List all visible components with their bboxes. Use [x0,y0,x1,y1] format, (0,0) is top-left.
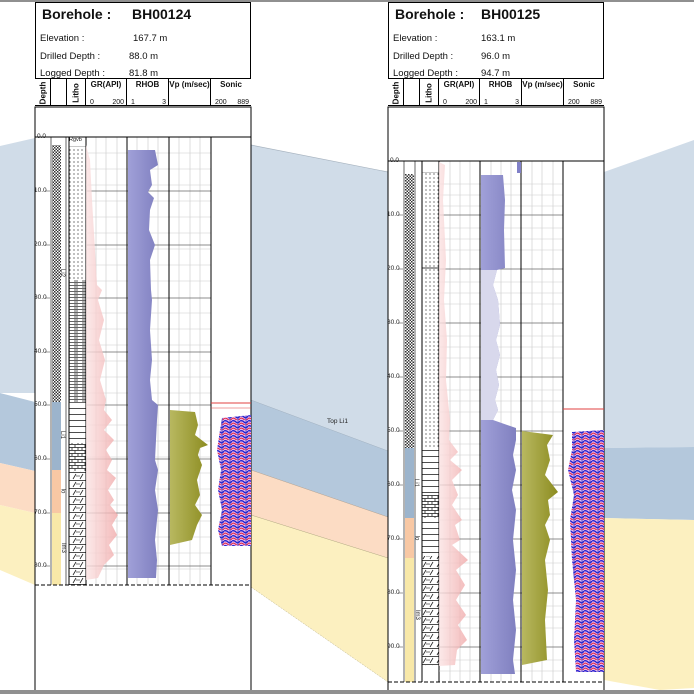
elevation-value: 163.1 m [481,33,516,44]
formation-label: lo [413,535,420,541]
depth-label: 70.0 [34,509,47,516]
gr-column-header: GR(API) 0 200 [86,79,127,106]
formation-column-header [404,79,420,106]
depth-column-header: Depth [388,79,404,106]
formation-label: lm3 [413,610,420,620]
correlation-left [0,138,35,585]
drilled-depth-value: 96.0 m [481,51,511,62]
depth-label: 70.0 [387,535,400,542]
rhob-column-header: RHOB 1 3 [127,79,169,106]
logged-depth-label: Logged Depth : [393,68,458,79]
depth-label: 0.0 [390,157,400,164]
litho-column-header: Litho [67,79,86,106]
sonic-column-header: Sonic 200 889 [568,80,602,106]
borehole-2-header: Borehole : BH00125 Elevation : 163.1 m D… [388,2,604,79]
depth-label: 60.0 [34,455,47,462]
borehole-1-column-header: Depth Litho GR(API) 0 200 RHOB 1 3 Vp (m/sec… [35,78,251,106]
depth-label: 30.0 [34,294,47,301]
top-li1-label: Top Li1 [327,418,348,425]
logged-depth-value: 94.7 m [481,68,511,79]
depth-label: 40.0 [387,373,400,380]
borehole-id: BH00125 [481,6,541,22]
borehole-title-label: Borehole : [42,6,112,22]
elevation-label: Elevation : [40,33,85,44]
depth-label: 80.0 [387,589,400,596]
sonic-column-header: Sonic 200 889 [215,80,249,106]
litho-column-header: Litho [420,79,439,106]
depth-label: 20.0 [34,241,47,248]
vp-column-header: Vp (m/sec) [522,79,564,106]
elevation-value: 167.7 m [133,33,168,44]
borehole-1-header: Borehole : BH00124 Elevation : 167.7 m D… [35,2,251,79]
borehole-2-column-header: Depth Litho GR(API) 0 200 RHOB 1 3 Vp (m/sec… [388,78,604,106]
depth-axis-ticks [45,190,403,648]
borehole-title-label: Borehole : [395,6,465,22]
correlation-middle [250,144,389,683]
formation-label: lo [59,488,66,494]
formation-label: Li1 [413,478,420,488]
logged-depth-label: Logged Depth : [40,68,105,79]
borehole-id: BH00124 [132,6,192,22]
logged-depth-value: 81.8 m [129,68,159,79]
drilled-depth-label: Drilled Depth : [40,51,101,62]
depth-label: 80.0 [34,562,47,569]
rhob-column-header: RHOB 1 3 [480,79,522,106]
drilled-depth-value: 88.0 m [129,51,159,62]
borehole-2-track [387,106,605,694]
depth-label: 30.0 [387,319,400,326]
depth-label: 0.0 [37,133,47,140]
formation-label: Li1 [59,430,66,440]
lith-top-label: Rgvb [69,137,82,143]
depth-label: 10.0 [387,211,400,218]
borehole-1-track [34,106,252,694]
formation-label: lm3 [59,543,66,553]
depth-column-header: Depth [35,79,51,106]
gr-column-header: GR(API) 0 200 [439,79,480,106]
formation-column-header [51,79,67,106]
vp-column-header: Vp (m/sec) [169,79,211,106]
depth-label: 20.0 [387,265,400,272]
drilled-depth-label: Drilled Depth : [393,51,454,62]
depth-label: 50.0 [34,401,47,408]
correlation-right [604,140,694,690]
depth-label: 90.0 [387,643,400,650]
depth-label: 50.0 [387,427,400,434]
elevation-label: Elevation : [393,33,438,44]
depth-label: 10.0 [34,187,47,194]
depth-label: 40.0 [34,348,47,355]
depth-label: 60.0 [387,481,400,488]
formation-label: Li2 [59,268,66,278]
